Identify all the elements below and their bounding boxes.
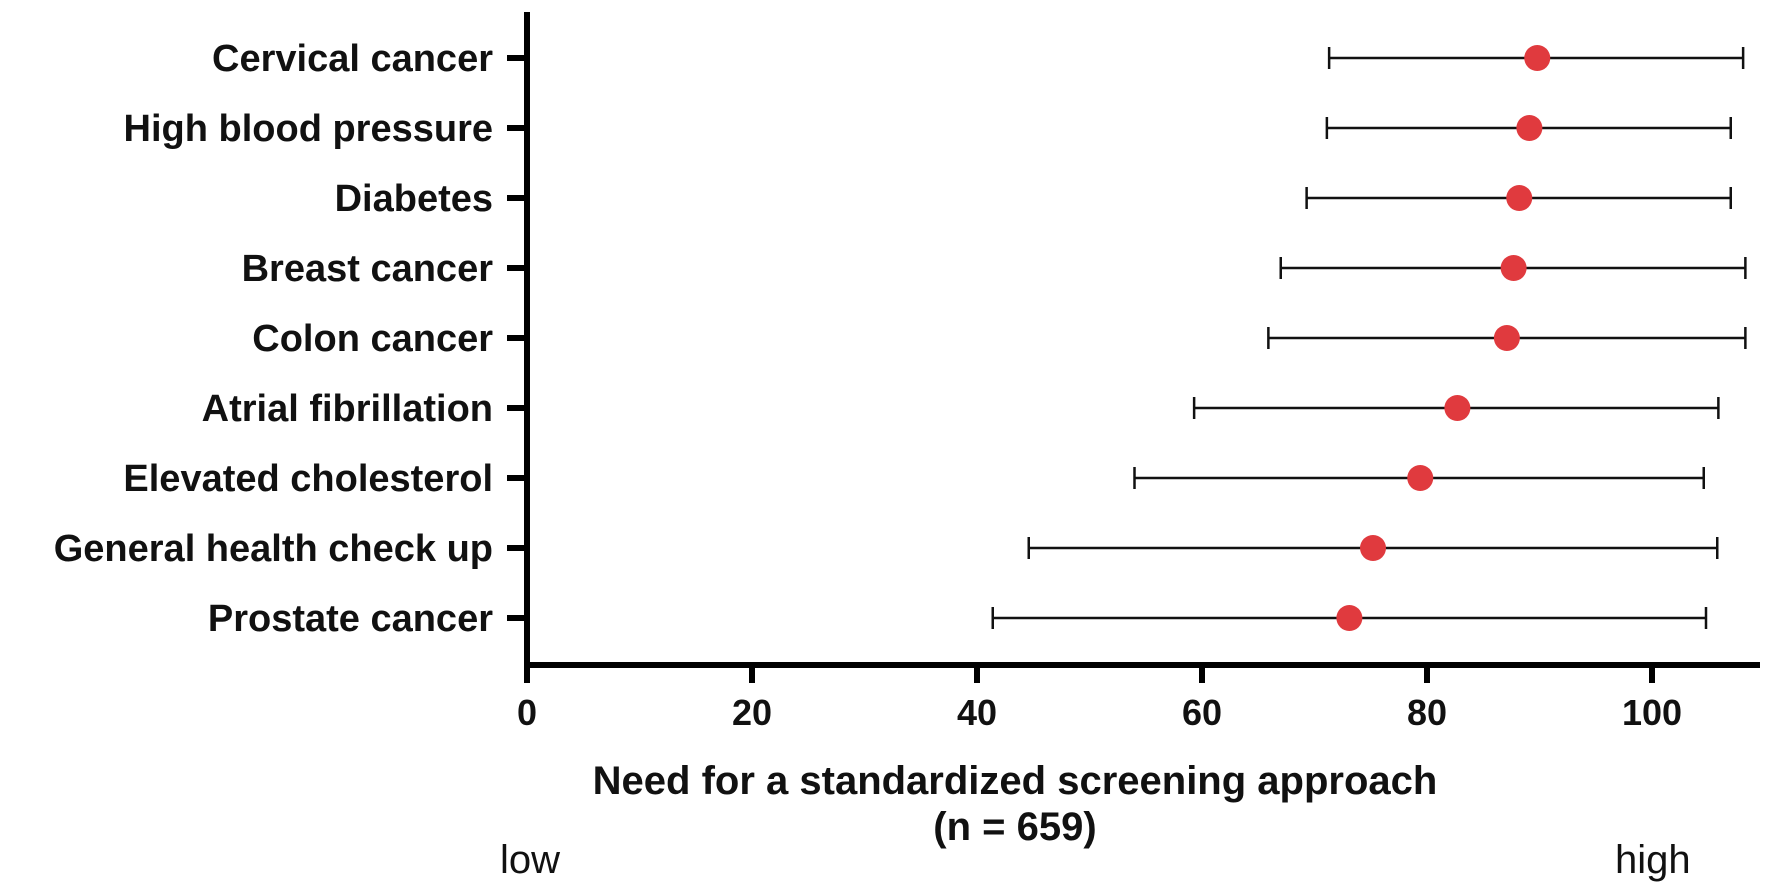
category-labels: Cervical cancer High blood pressure Diabet… (54, 38, 493, 640)
data-point (1336, 605, 1363, 631)
data-point (1493, 325, 1520, 351)
category-label: Colon cancer (252, 318, 493, 360)
category-label: Diabetes (335, 178, 493, 220)
data-points (1336, 45, 1551, 631)
x-tick-label: 100 (1622, 692, 1682, 733)
y-axis (507, 12, 530, 668)
data-point (1444, 395, 1471, 421)
category-label: Elevated cholesterol (123, 458, 493, 500)
x-tick-label: 60 (1182, 692, 1222, 733)
x-tick-label: 20 (732, 692, 772, 733)
category-label: High blood pressure (124, 108, 493, 150)
x-axis-title: Need for a standardized screening approa… (593, 759, 1438, 803)
x-tick-label: 40 (957, 692, 997, 733)
x-tick-label: 80 (1407, 692, 1447, 733)
category-label: Cervical cancer (212, 38, 493, 80)
x-axis: 0 20 40 60 80 100 (517, 662, 1760, 733)
category-label: Breast cancer (242, 248, 494, 290)
category-label: Atrial fibrillation (202, 388, 493, 430)
data-point (1506, 185, 1533, 211)
data-point (1407, 465, 1434, 491)
x-axis-low-label: low (500, 838, 560, 882)
x-axis-subtitle: (n = 659) (933, 805, 1096, 849)
data-point (1516, 115, 1543, 141)
data-point (1500, 255, 1527, 281)
category-label: General health check up (54, 528, 493, 570)
x-tick-label: 0 (517, 692, 537, 733)
category-label: Prostate cancer (208, 598, 493, 640)
data-point (1524, 45, 1551, 71)
data-point (1360, 535, 1386, 561)
x-axis-high-label: high (1615, 838, 1691, 882)
